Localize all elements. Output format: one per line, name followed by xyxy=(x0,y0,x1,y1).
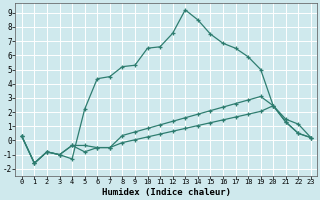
X-axis label: Humidex (Indice chaleur): Humidex (Indice chaleur) xyxy=(102,188,231,197)
